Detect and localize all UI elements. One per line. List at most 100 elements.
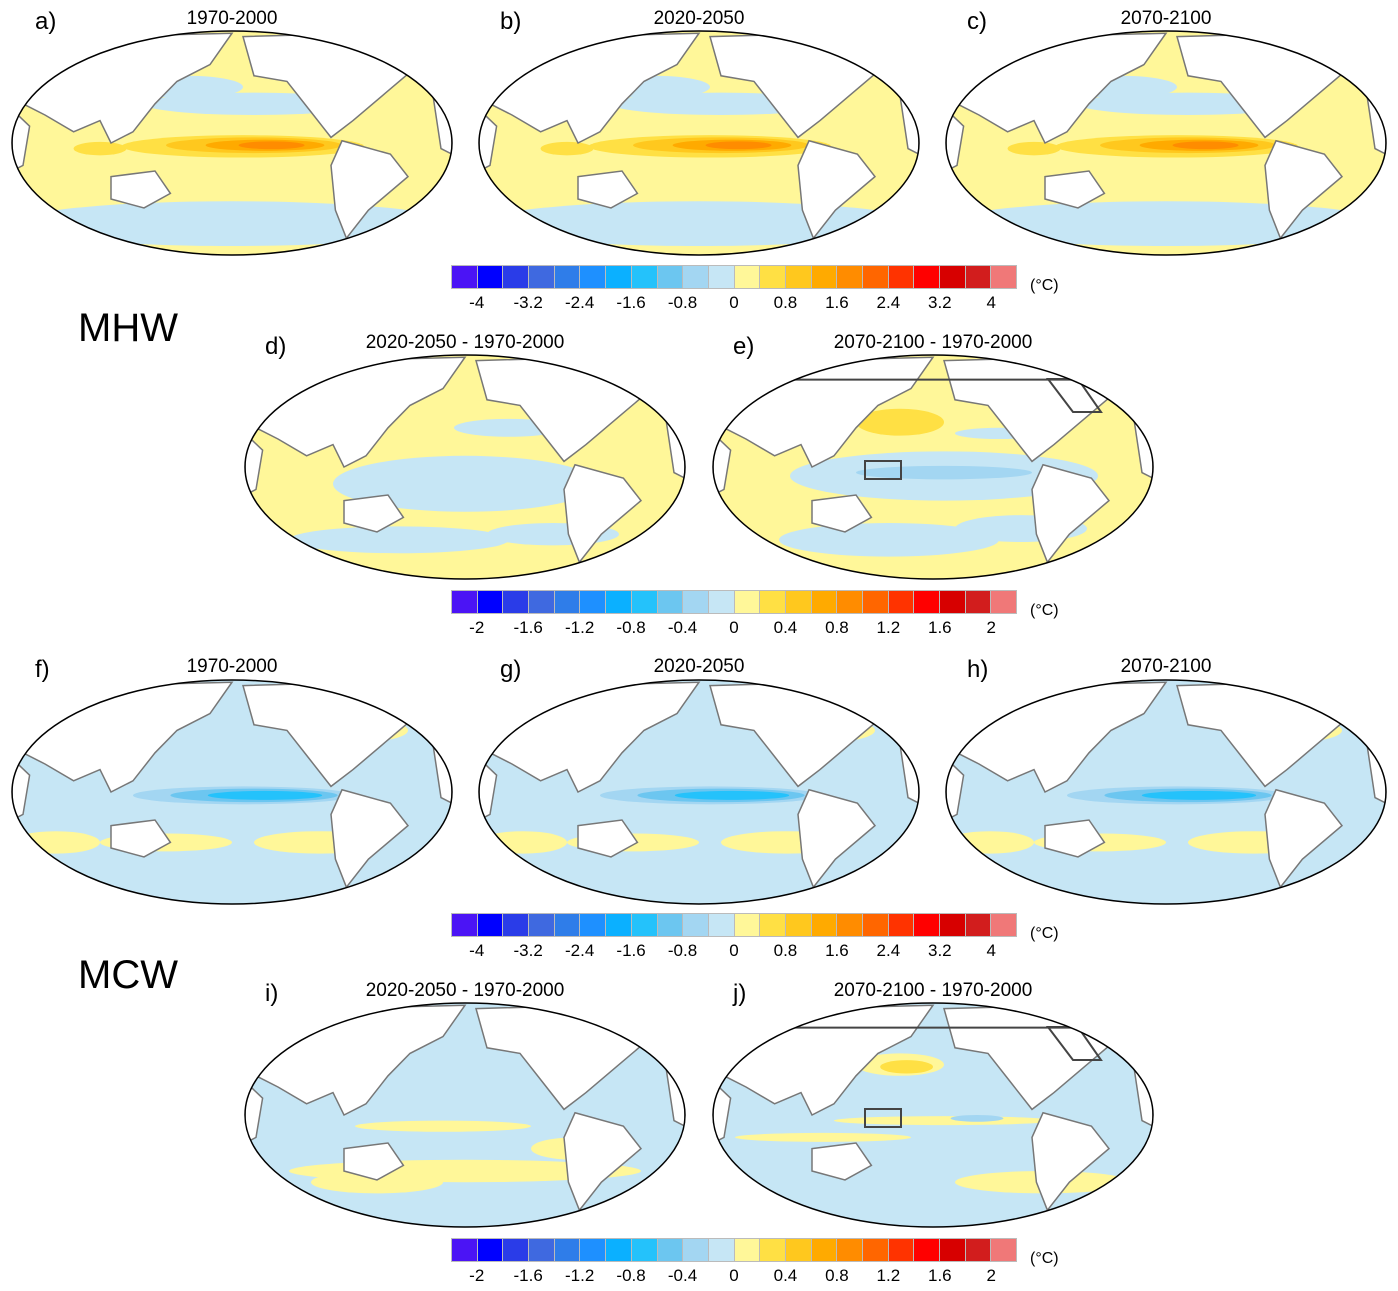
colorbar-tick-label: -0.4 [667, 618, 698, 637]
colorbar-swatch [477, 591, 504, 613]
map-outline [945, 679, 1387, 905]
continent [479, 756, 498, 822]
colorbar-swatch [657, 266, 684, 288]
panel-label: i) [265, 980, 279, 1007]
anomaly-contour [73, 141, 127, 156]
colorbar-swatch [863, 266, 889, 288]
colorbar-swatch [606, 591, 632, 613]
map-panel-d [243, 352, 687, 582]
colorbar-swatch [888, 914, 915, 936]
colorbar-swatch [503, 591, 530, 613]
field-background [713, 1003, 1153, 1227]
continent [245, 1079, 264, 1145]
colorbar-tick-label: 0.4 [773, 618, 798, 637]
robinson-map [244, 354, 686, 580]
colorbar-swatch [914, 914, 941, 936]
colorbar-tick-label: 0.8 [825, 618, 849, 637]
colorbar-swatch [503, 266, 530, 288]
colorbar-tick-label: 4 [986, 941, 996, 960]
colorbar-swatch [863, 1239, 889, 1261]
anomaly-contour [880, 1060, 933, 1074]
panel-title: 2070-2100 - 1970-2000 [833, 332, 1033, 353]
continent [1084, 1003, 1133, 1033]
panel-title: 2020-2050 - 1970-2000 [365, 980, 565, 1001]
colorbar-swatch [631, 914, 658, 936]
colorbar-tick-label: 3.2 [927, 293, 952, 312]
colorbar-swatch [734, 591, 761, 613]
robinson-map [478, 679, 920, 905]
colorbar-swatch [811, 1239, 838, 1261]
colorbar-swatch [452, 591, 478, 613]
colorbar-tick-label: -2.4 [564, 941, 595, 960]
region-box-warm-pool [864, 1108, 902, 1128]
colorbar-swatch [529, 914, 555, 936]
colorbar-swatch [683, 591, 709, 613]
colorbar-swatch [785, 1239, 812, 1261]
continent [1317, 680, 1366, 710]
map-panel-g [477, 677, 921, 907]
map-panel-b [477, 28, 921, 258]
colorbar-tick-label: -2 [469, 1266, 485, 1285]
anomaly-contour [238, 141, 305, 150]
colorbar-swatch [837, 266, 863, 288]
continent [1264, 788, 1344, 889]
anomaly-contour [479, 831, 567, 854]
continent [797, 788, 877, 889]
colorbar-tick-label: -0.8 [616, 1266, 646, 1285]
anomaly-contour [950, 1115, 1004, 1122]
colorbar-swatch [888, 1239, 915, 1261]
map-outline [11, 679, 453, 905]
anomaly-contour [289, 526, 509, 554]
colorbar-tick-label: 2 [986, 1266, 996, 1285]
map-panel-h [944, 677, 1388, 907]
map-outline [244, 354, 686, 580]
continent [811, 1142, 873, 1181]
colorbar-swatch [631, 591, 658, 613]
colorbar-swatch [708, 266, 735, 288]
colorbar-swatch [554, 591, 581, 613]
colorbar-swatch [940, 914, 966, 936]
anomaly-contour [856, 408, 944, 436]
colorbar-tick-label: -4 [469, 293, 485, 312]
map-panel-j [711, 1000, 1155, 1230]
colorbar-swatch [554, 914, 581, 936]
colorbar-swatch [683, 1239, 709, 1261]
colorbar-swatch [683, 914, 709, 936]
panel-label: e) [733, 333, 755, 360]
colorbar-tick-label: 2.4 [876, 941, 901, 960]
panel-title: 2070-2100 [1120, 8, 1212, 29]
colorbar-swatch [760, 1239, 786, 1261]
anomaly-contour [333, 455, 597, 512]
continent [245, 431, 264, 497]
anomaly-contour [674, 790, 790, 800]
colorbar-swatch [477, 914, 504, 936]
colorbar-swatch [991, 914, 1017, 936]
colorbar-swatch [477, 266, 504, 288]
continent [1264, 139, 1344, 240]
anomaly-contour [735, 1132, 911, 1142]
panel-label: d) [265, 333, 287, 360]
colorbar-tick-label: -1.2 [564, 618, 595, 637]
map-panel-i [243, 1000, 687, 1230]
map-outline [244, 1002, 686, 1228]
colorbar-swatch [760, 914, 786, 936]
map-outline [478, 30, 920, 256]
colorbar-swatch [683, 266, 709, 288]
continent [563, 1111, 643, 1212]
continent [811, 494, 873, 533]
colorbar [451, 265, 1017, 289]
anomaly-contour [355, 1120, 531, 1132]
continent [713, 1079, 732, 1145]
colorbar-tick-label: -0.8 [667, 941, 698, 960]
continent [1044, 170, 1106, 209]
map-panel-f [10, 677, 454, 907]
colorbar-swatch [837, 591, 863, 613]
anomaly-contour [311, 1171, 443, 1194]
anomaly-contour [1007, 141, 1061, 156]
continent [383, 31, 432, 61]
colorbar-ticks: -2 -1.6 -1.2 -0.8 -0.4 0 0.4 0.8 1.2 1.6 2 [451, 1266, 1017, 1286]
colorbar-tick-label: 0 [729, 618, 739, 637]
map-outline [11, 30, 453, 256]
colorbar-swatch [734, 1239, 761, 1261]
